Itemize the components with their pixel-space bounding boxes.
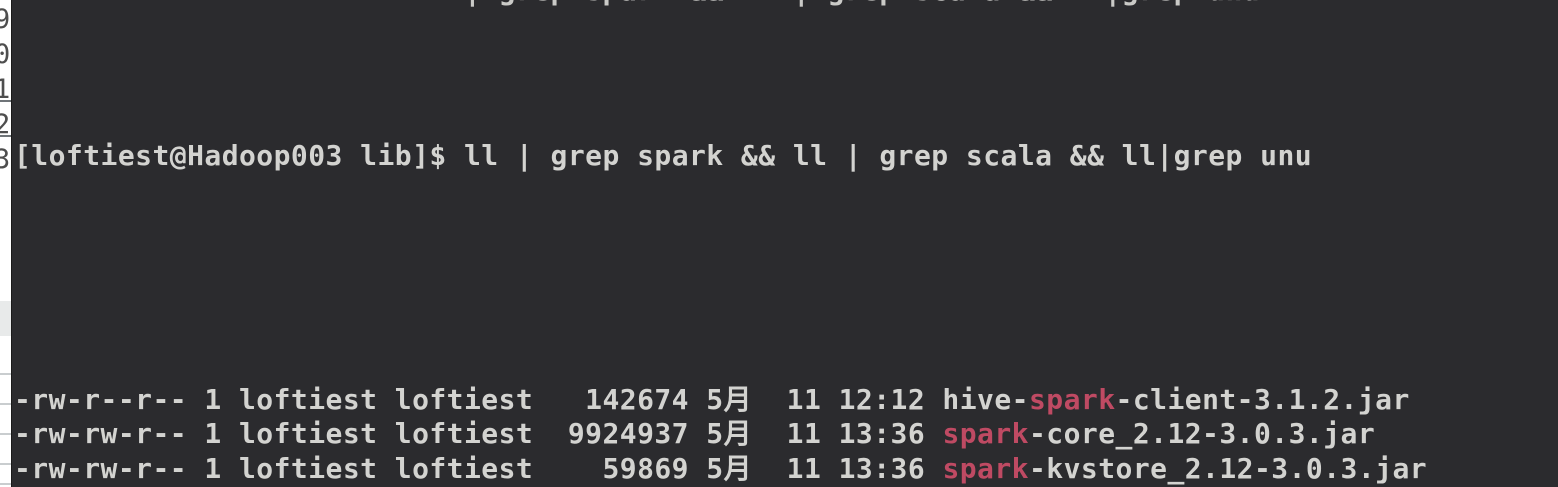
command-text: ll | grep spark && ll | grep scala && ll… <box>464 139 1313 173</box>
file-listing: -rw-r--r-- 1 loftiest loftiest 142674 5月… <box>14 278 1558 487</box>
line-number-digit: 1 <box>0 76 11 103</box>
gutter-divider <box>0 135 11 137</box>
gutter-shaded-block <box>0 301 11 336</box>
terminal-screen[interactable]: ll | grep spark && ll | grep scala && ll… <box>11 0 1558 487</box>
grep-match: spark <box>942 452 1029 486</box>
line-number-digit: 9 <box>0 6 11 33</box>
line-number-digit: 0 <box>0 41 11 68</box>
gutter-divider <box>0 373 11 375</box>
editor-line-number-gutter: 9 0 1 2 3 <box>0 0 12 487</box>
line-number-digit: 2 <box>0 111 11 138</box>
file-row: -rw-r--r-- 1 loftiest loftiest 142674 5月… <box>14 383 1558 418</box>
gutter-divider <box>0 433 11 435</box>
clipped-previous-line: ll | grep spark && ll | grep scala && ll… <box>14 0 1260 9</box>
grep-match: spark <box>942 417 1029 451</box>
gutter-divider <box>0 403 11 405</box>
gutter-divider <box>0 100 11 102</box>
grep-match: spark <box>1028 382 1116 416</box>
file-row: -rw-rw-r-- 1 loftiest loftiest 59869 5月 … <box>14 452 1558 487</box>
command-line: [loftiest@Hadoop003 lib]$ ll | grep spar… <box>14 139 1558 174</box>
gutter-divider <box>0 463 11 465</box>
shell-prompt: [loftiest@Hadoop003 lib]$ <box>14 139 447 173</box>
gutter-divider <box>0 483 11 485</box>
file-name-rest: -core_2.12-3.0.3.jar <box>1028 417 1376 451</box>
file-meta: -rw-r--r-- 1 loftiest loftiest 142674 5月… <box>14 382 1029 416</box>
file-name-rest: -client-3.1.2.jar <box>1115 382 1410 416</box>
file-meta: -rw-rw-r-- 1 loftiest loftiest 59869 5月 … <box>14 452 943 486</box>
file-meta: -rw-rw-r-- 1 loftiest loftiest 9924937 5… <box>14 417 943 451</box>
file-row: -rw-rw-r-- 1 loftiest loftiest 9924937 5… <box>14 417 1558 452</box>
line-number-digit: 3 <box>0 146 11 173</box>
file-name-rest: -kvstore_2.12-3.0.3.jar <box>1028 452 1428 486</box>
